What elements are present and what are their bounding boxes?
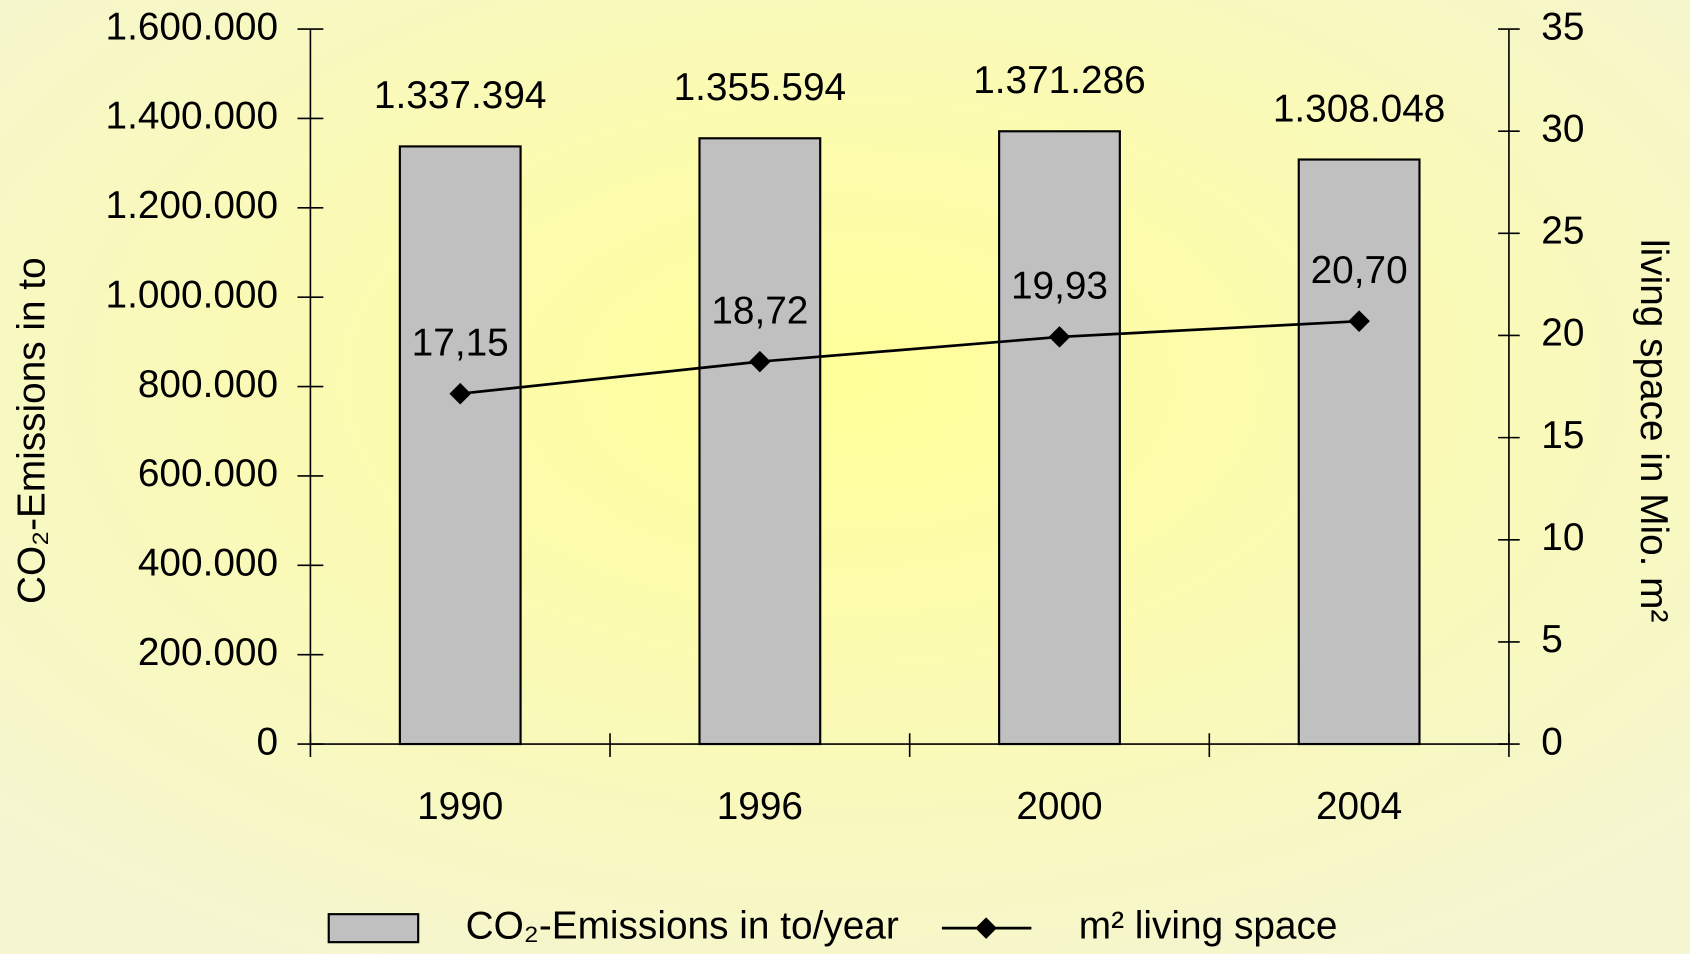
y2-tick-label: 35	[1541, 5, 1584, 48]
y2-axis-label: living space in Mio. m²	[1632, 239, 1675, 622]
bar	[998, 130, 1121, 746]
bar-value-label: 1.371.286	[973, 59, 1146, 102]
y-tick-label: 200.000	[138, 631, 278, 674]
legend-swatch	[327, 913, 420, 944]
bar	[398, 145, 522, 746]
x-tick-label: 2004	[1316, 785, 1402, 828]
line-marker	[449, 382, 472, 405]
y-tick-label: 1.000.000	[106, 273, 279, 316]
y2-tick-label: 30	[1541, 107, 1584, 150]
y-tick-label: 400.000	[138, 542, 278, 585]
x-tick-label: 2000	[1016, 785, 1102, 828]
line-value-label: 18,72	[711, 289, 808, 332]
x-tick-label: 1990	[417, 785, 503, 828]
y-tick-label: 0	[257, 720, 279, 763]
bar-value-label: 1.308.048	[1273, 87, 1446, 130]
legend-label: CO₂-Emissions in to/year	[466, 904, 899, 947]
line-marker	[749, 350, 771, 373]
bar	[1297, 158, 1421, 746]
y2-tick-label: 0	[1541, 720, 1563, 763]
y-tick-label: 600.000	[138, 452, 278, 495]
line-value-label: 17,15	[412, 322, 509, 365]
y2-tick-label: 5	[1541, 618, 1563, 661]
x-tick-label: 1996	[717, 785, 803, 828]
y-axis-label: CO₂-Emissions in to	[11, 257, 54, 604]
line	[460, 319, 1360, 396]
bar-value-label: 1.337.394	[374, 74, 547, 117]
legend-marker	[975, 917, 997, 939]
line-marker	[1048, 326, 1071, 348]
y-tick-label: 1.400.000	[106, 95, 279, 138]
bar-value-label: 1.355.594	[674, 66, 847, 109]
line-value-label: 20,70	[1311, 249, 1408, 292]
y2-tick-label: 10	[1541, 516, 1584, 559]
y-tick-label: 1.600.000	[106, 5, 279, 48]
bar	[698, 137, 822, 746]
y-tick-label: 1.200.000	[106, 184, 279, 227]
y2-tick-label: 25	[1541, 210, 1584, 253]
y2-tick-label: 20	[1541, 312, 1584, 355]
y-tick-label: 800.000	[138, 363, 278, 406]
y2-tick-label: 15	[1541, 414, 1584, 457]
line-value-label: 19,93	[1011, 265, 1108, 308]
legend-label: m² living space	[1079, 904, 1338, 947]
